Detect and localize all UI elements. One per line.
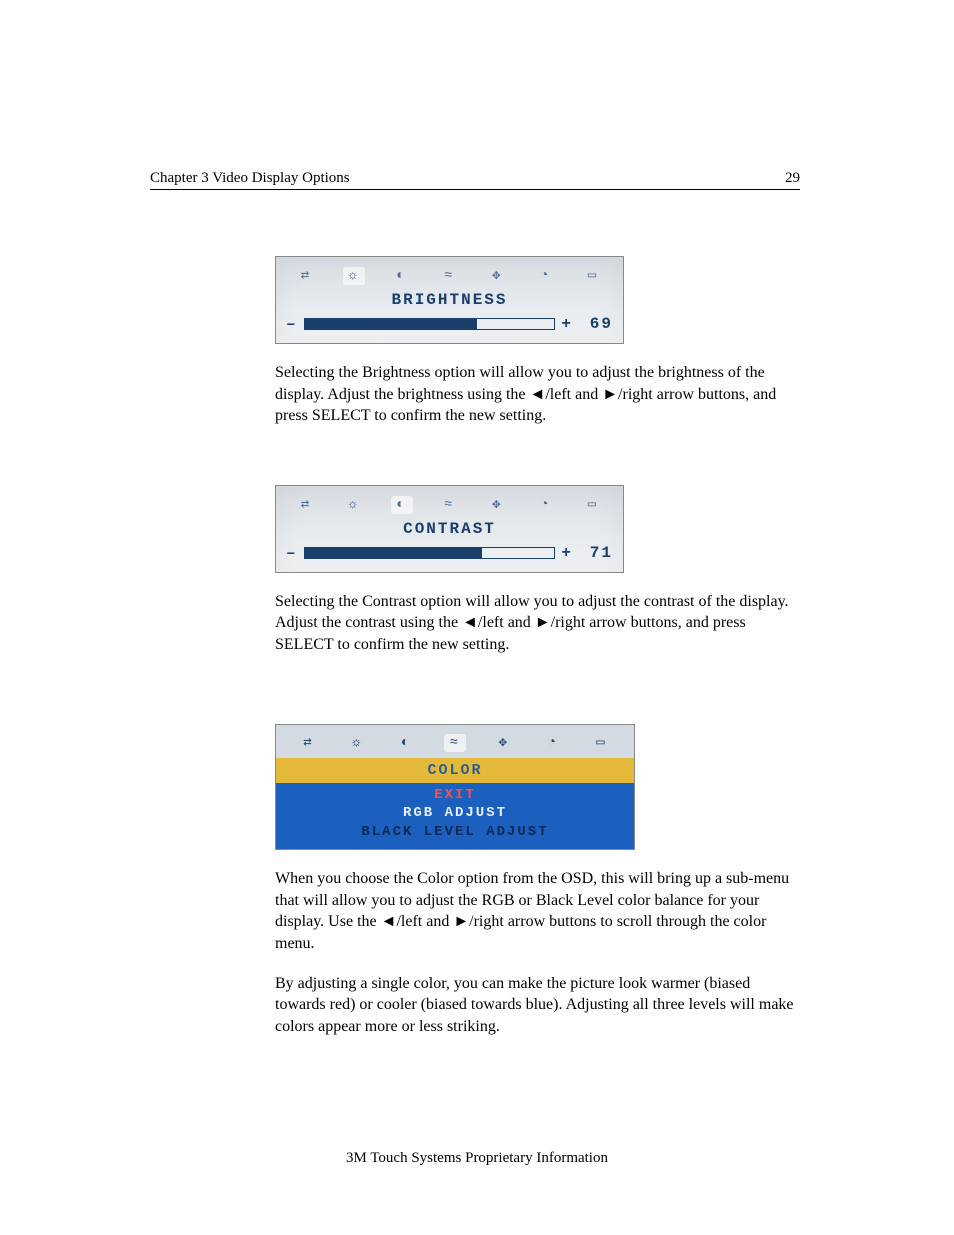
display-icon: ⇄ (295, 496, 317, 514)
brightness-slider-fill (305, 319, 477, 329)
osd-brightness-panel: ⇄ ☼ ◐ ≈ ✥ ◔ ▭ BRIGHTNESS – + 69 (275, 256, 624, 344)
page-number: 29 (785, 170, 800, 187)
position-icon: ✥ (493, 734, 515, 752)
color-paragraph-1: When you choose the Color option from th… (275, 868, 795, 954)
osd-icon-row: ⇄ ☼ ◐ ≈ ✥ ◔ ▭ (276, 486, 623, 518)
page-header: Chapter 3 Video Display Options 29 (150, 170, 800, 190)
brightness-paragraph: Selecting the Brightness option will all… (275, 362, 795, 427)
osd-icon-row: ⇄ ☼ ◐ ≈ ✥ ◔ ▭ (276, 257, 623, 289)
gamma-icon: ≈ (438, 496, 460, 514)
osd-icon-row: ⇄ ☼ ◐ ≈ ✥ ◔ ▭ (276, 725, 634, 758)
color-paragraph-2: By adjusting a single color, you can mak… (275, 973, 795, 1038)
contrast-icon: ◐ (391, 496, 413, 514)
exit-icon: ▭ (582, 267, 604, 285)
osd-contrast-label: CONTRAST (276, 518, 623, 540)
contrast-icon: ◐ (395, 734, 417, 752)
osd-contrast-slider-row: – + 71 (276, 540, 623, 572)
brightness-icon: ☼ (343, 496, 365, 514)
clock-icon: ◔ (542, 734, 564, 752)
osd-color-panel: ⇄ ☼ ◐ ≈ ✥ ◔ ▭ COLOR EXIT RGB ADJUST BLAC… (275, 724, 635, 851)
clock-icon: ◔ (534, 496, 556, 514)
osd-color-submenu: EXIT RGB ADJUST BLACK LEVEL ADJUST (276, 783, 634, 850)
osd-color-item-rgb: RGB ADJUST (276, 804, 634, 823)
osd-color-item-black: BLACK LEVEL ADJUST (276, 823, 634, 842)
contrast-paragraph: Selecting the Contrast option will allow… (275, 591, 795, 656)
exit-icon: ▭ (590, 734, 612, 752)
minus-icon: – (286, 544, 298, 562)
content-column: ⇄ ☼ ◐ ≈ ✥ ◔ ▭ BRIGHTNESS – + 69 Selectin… (275, 256, 795, 1037)
minus-icon: – (286, 315, 298, 333)
osd-color-title: COLOR (276, 758, 634, 783)
brightness-icon: ☼ (346, 734, 368, 752)
clock-icon: ◔ (534, 267, 556, 285)
contrast-icon: ◐ (391, 267, 413, 285)
display-icon: ⇄ (297, 734, 319, 752)
brightness-slider (304, 318, 556, 330)
exit-icon: ▭ (582, 496, 604, 514)
document-page: Chapter 3 Video Display Options 29 ⇄ ☼ ◐… (150, 170, 800, 1037)
display-icon: ⇄ (295, 267, 317, 285)
osd-color-item-exit: EXIT (276, 786, 634, 805)
plus-icon: + (561, 544, 573, 562)
gamma-icon: ≈ (444, 734, 466, 752)
osd-brightness-slider-row: – + 69 (276, 311, 623, 343)
osd-brightness-label: BRIGHTNESS (276, 289, 623, 311)
chapter-title: Chapter 3 Video Display Options (150, 170, 350, 187)
position-icon: ✥ (486, 267, 508, 285)
gamma-icon: ≈ (438, 267, 460, 285)
osd-contrast-panel: ⇄ ☼ ◐ ≈ ✥ ◔ ▭ CONTRAST – + 71 (275, 485, 624, 573)
contrast-value: 71 (579, 544, 613, 562)
plus-icon: + (561, 315, 573, 333)
brightness-value: 69 (579, 315, 613, 333)
contrast-slider (304, 547, 556, 559)
brightness-icon: ☼ (343, 267, 365, 285)
contrast-slider-fill (305, 548, 482, 558)
position-icon: ✥ (486, 496, 508, 514)
page-footer: 3M Touch Systems Proprietary Information (0, 1150, 954, 1167)
